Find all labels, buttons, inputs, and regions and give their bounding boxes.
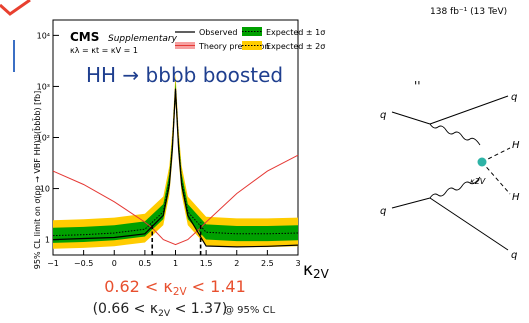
legend-expected1-label: Expected ± 1σ [266, 28, 325, 37]
x-tick-label: 0 [112, 259, 117, 268]
overlay-title: HH → bbbb boosted [86, 63, 283, 87]
legend-theory-label: Theory prediction [198, 42, 269, 51]
observed-interval: 0.62 < κ2V < 1.41 [104, 277, 246, 298]
higgs-label-2: H [512, 192, 520, 203]
y-tick-label: 1 [45, 236, 50, 245]
y-tick-label: 10² [37, 134, 50, 143]
legend: Observed Expected ± 1σ Theory prediction… [175, 27, 325, 51]
x-tick-label: 0.5 [139, 259, 152, 268]
legend-observed-label: Observed [199, 28, 238, 37]
x-tick-label: 1 [173, 259, 178, 268]
boson-line-top [429, 123, 481, 146]
theory-prediction-line [52, 154, 299, 246]
expected-1sigma-band [53, 81, 298, 243]
higgs-line-bottom [481, 161, 511, 195]
lumi-label: 138 fb⁻¹ (13 TeV) [430, 7, 507, 17]
x-axis-label: κ2V [303, 260, 330, 281]
supplementary-label: Supplementary [108, 34, 178, 44]
expected-interval: (0.66 < κ2V < 1.37) [93, 301, 228, 319]
cms-label: CMS [70, 30, 99, 44]
axis-ticks: −1 −0.5 0 0.5 1 1.5 2 2.5 3 1 10 10² 10³ 10⁴ [37, 31, 301, 268]
confidence-level: @ 95% CL [224, 305, 276, 316]
quark-line-top [391, 111, 431, 125]
x-tick-label: 1.5 [200, 259, 213, 268]
x-tick-label: 2.5 [261, 259, 274, 268]
quark-label-2: q [380, 206, 386, 217]
quark-line-bottom [391, 197, 431, 209]
x-tick-label: −1 [47, 259, 59, 268]
vertex-dot [477, 157, 487, 167]
y-tick-label: 10 [40, 185, 50, 194]
higgs-line-top [481, 147, 511, 163]
quark-label-1: q [380, 110, 386, 121]
feynman-diagram: '' q q q q H H κ2V [380, 79, 520, 261]
boson-line-bottom [429, 176, 481, 199]
observed-limit-line [52, 88, 299, 248]
x-tick-label: −0.5 [74, 259, 93, 268]
quark-line-top-out [429, 95, 509, 125]
expected-median-line [52, 88, 299, 237]
x-tick-label: 3 [295, 259, 300, 268]
quark-line-bottom-out [429, 197, 509, 251]
y-tick-label: 10⁴ [37, 31, 50, 40]
quark-label-3: q [511, 92, 517, 103]
vertex-coupling-label: κ2V [470, 177, 486, 186]
x-tick-label: 2 [234, 259, 239, 268]
red-check-mark [0, 0, 31, 16]
diagram-apostrophes: '' [414, 79, 421, 93]
legend-expected2-label: Expected ± 2σ [266, 42, 325, 51]
quark-label-4: q [511, 250, 517, 261]
higgs-label-1: H [512, 140, 520, 151]
y-axis-label: 95% CL limit on σ(pp → VBF HH)ℬ(b̄bb̄b) … [32, 91, 42, 269]
plot-content [52, 73, 299, 255]
y-tick-label: 10³ [37, 82, 50, 91]
coupling-label: κλ = κt = κV = 1 [70, 46, 138, 55]
